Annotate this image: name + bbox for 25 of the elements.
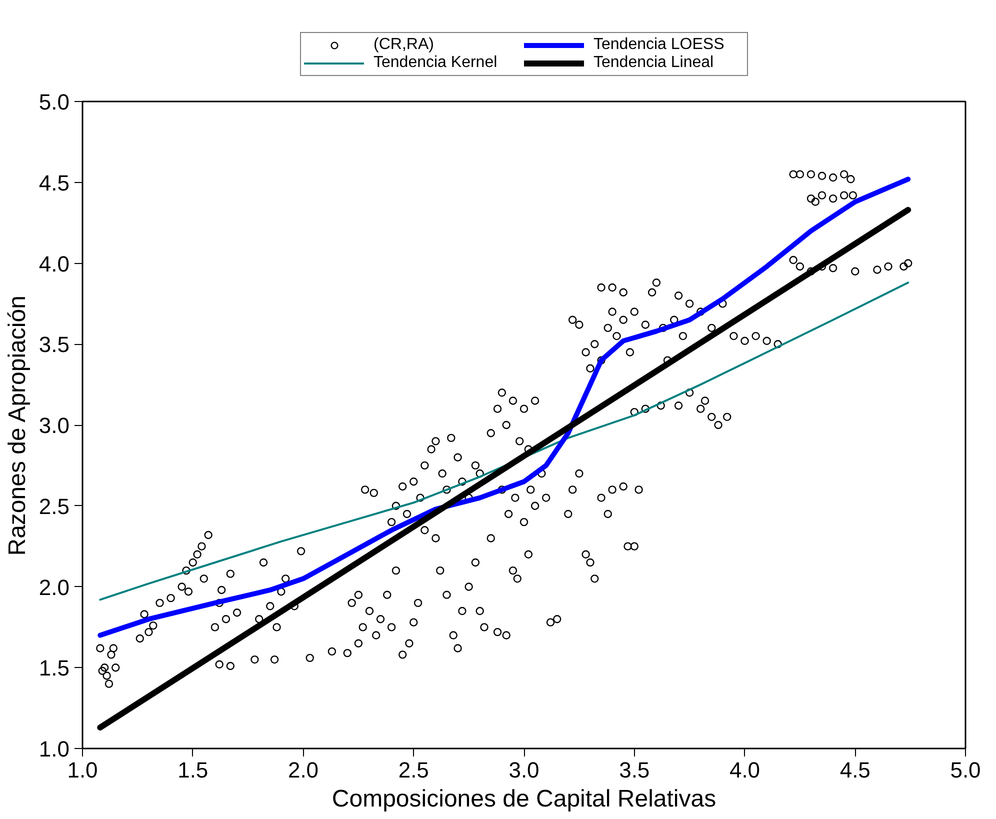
x-tick-label: 2.0 [288,758,319,782]
x-tick-label: 1.0 [67,758,98,782]
x-tick-label: 3.5 [619,758,650,782]
y-tick-label: 4.0 [38,251,70,276]
x-tick-label: 4.5 [840,758,870,782]
x-tick-label: 5.0 [950,758,981,782]
y-tick-label: 1.5 [38,656,70,681]
legend-label: (CR,RA) [374,36,435,54]
legend-label: Tendencia Kernel [374,54,498,72]
x-axis-title: Composiciones de Capital Relativas [332,786,716,812]
y-axis-title: Razones de Apropiación [4,296,31,556]
x-tick-label: 4.0 [729,758,760,782]
y-tick-label: 5.0 [38,90,70,114]
x-tick-label: 2.5 [398,758,429,782]
y-tick-label: 3.0 [38,413,70,438]
legend-label: Tendencia LOESS [594,36,726,54]
y-tick-label: 3.5 [38,332,70,358]
y-tick-label: 1.0 [38,736,70,762]
x-tick-label: 1.5 [178,758,208,782]
x-tick-label: 3.0 [508,758,540,782]
line-series [99,282,910,601]
legend-label: Tendencia Lineal [594,54,715,72]
y-tick-label: 4.5 [38,170,70,196]
y-tick-label: 2.5 [38,494,70,519]
y-tick-label: 2.0 [38,574,70,600]
